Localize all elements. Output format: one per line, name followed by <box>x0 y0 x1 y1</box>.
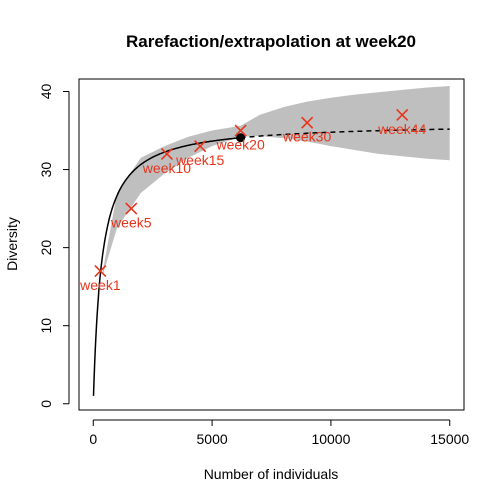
x-marker <box>301 116 314 129</box>
x-axis-label: Number of individuals <box>204 466 339 482</box>
y-axis-label: Diversity <box>4 217 20 271</box>
x-tick-label: 10000 <box>311 431 350 447</box>
interpolation-line <box>92 136 241 396</box>
sample-point-week44: week44 <box>377 108 427 137</box>
x-marker <box>160 147 173 161</box>
y-tick-label: 20 <box>38 240 54 256</box>
x-marker <box>234 124 247 137</box>
x-marker <box>396 108 409 121</box>
x-tick-label: 0 <box>89 431 97 447</box>
x-tick-label: 5000 <box>197 431 228 447</box>
chart-title: Rarefaction/extrapolation at week20 <box>126 32 416 51</box>
point-label: week15 <box>175 152 224 168</box>
sample-point-week10: week10 <box>142 147 191 176</box>
extrapolation-line <box>240 128 450 139</box>
sample-point-week1: week1 <box>79 264 121 293</box>
plot-area <box>92 86 450 396</box>
reference-sample-dot <box>236 133 246 143</box>
x-marker <box>125 202 138 215</box>
sample-point-week30: week30 <box>282 116 331 145</box>
point-label: week44 <box>377 121 426 137</box>
point-label: week20 <box>215 137 264 153</box>
point-label: week10 <box>142 160 191 176</box>
sample-point-week5: week5 <box>110 202 152 231</box>
y-tick-label: 10 <box>38 318 54 334</box>
y-tick-label: 40 <box>38 84 54 100</box>
point-label: week5 <box>110 215 152 231</box>
x-marker <box>194 140 207 153</box>
x-marker <box>94 264 107 278</box>
y-tick-label: 30 <box>38 162 54 178</box>
sample-point-week15: week15 <box>175 140 225 168</box>
point-label: week30 <box>282 129 331 145</box>
confidence-band <box>102 86 450 275</box>
y-tick-label: 0 <box>38 400 54 408</box>
point-label: week1 <box>79 277 121 293</box>
x-tick-label: 15000 <box>430 431 469 447</box>
plot-frame <box>78 78 465 411</box>
sample-point-week20: week20 <box>215 124 265 153</box>
axes: 0 5000 10000 15000 0 10 20 30 40 <box>38 84 469 447</box>
